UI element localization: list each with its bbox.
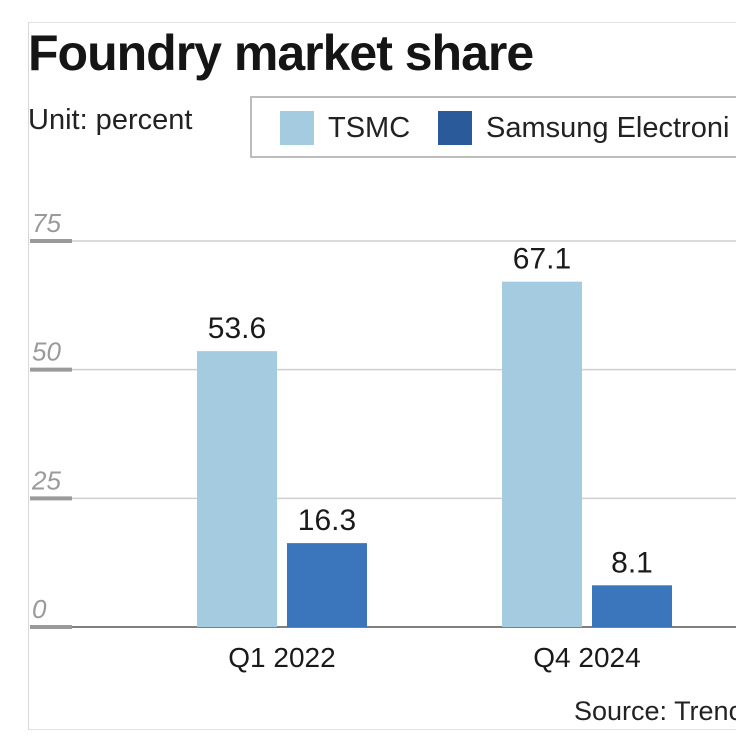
bar-samsung-1 (592, 585, 672, 627)
unit-label: Unit: percent (28, 104, 193, 136)
y-tick-label-25: 25 (31, 465, 61, 495)
x-category-label-1: Q4 2024 (533, 642, 640, 673)
legend-swatch-samsung (438, 111, 472, 145)
data-label-tsmc-0: 53.6 (208, 312, 266, 345)
legend-label-samsung: Samsung Electroni (486, 111, 730, 144)
legend-item-samsung: Samsung Electroni (438, 111, 729, 145)
legend: TSMC Samsung Electroni (250, 96, 736, 158)
legend-swatch-tsmc (280, 111, 314, 145)
source-note: Source: Trenc (574, 696, 736, 726)
legend-label-tsmc: TSMC (328, 111, 411, 144)
y-tick-label-0: 0 (32, 594, 47, 624)
bar-samsung-0 (287, 543, 367, 627)
chart-title: Foundry market share (28, 25, 534, 81)
bar-tsmc-0 (197, 351, 277, 627)
chart-frame (28, 22, 736, 730)
data-label-samsung-1: 8.1 (611, 546, 653, 579)
x-category-label-0: Q1 2022 (228, 642, 335, 673)
legend-item-tsmc: TSMC (280, 111, 410, 145)
bar-tsmc-1 (502, 281, 582, 627)
y-tick-label-50: 50 (32, 337, 61, 367)
data-label-samsung-0: 16.3 (298, 504, 356, 537)
data-label-tsmc-1: 67.1 (513, 243, 571, 276)
y-tick-label-75: 75 (32, 208, 61, 238)
